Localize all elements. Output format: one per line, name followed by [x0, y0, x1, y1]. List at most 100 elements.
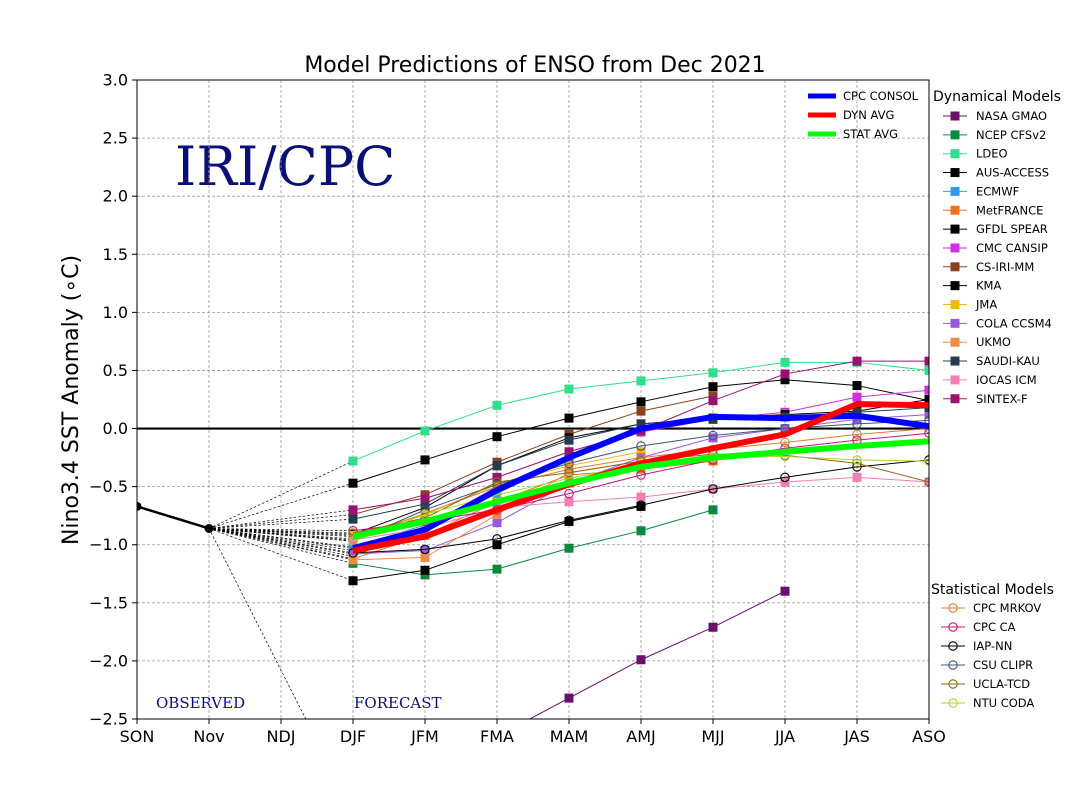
legend-marker — [948, 679, 958, 689]
legend-marker — [948, 603, 958, 613]
series-stat-avg — [352, 438, 929, 540]
data-point — [420, 553, 430, 563]
data-point — [708, 430, 718, 441]
legend-label: IAP-NN — [973, 639, 1012, 653]
x-tick-label: Nov — [193, 727, 224, 746]
legend-marker — [948, 698, 958, 708]
legend-marker — [950, 337, 960, 347]
data-point — [852, 429, 862, 440]
x-tick-label: SON — [120, 727, 155, 746]
y-axis-label: Nino3.4 SST Anomaly (∘C) — [59, 255, 84, 545]
data-point — [492, 461, 502, 471]
data-point — [492, 534, 502, 544]
data-point — [852, 462, 862, 472]
data-point — [564, 413, 574, 423]
data-point — [420, 499, 430, 509]
data-point — [780, 369, 790, 379]
legend-marker — [948, 641, 958, 651]
series-line-dyn-avg — [352, 401, 929, 554]
legend-label: STAT AVG — [843, 127, 898, 141]
legend-label: KMA — [976, 279, 1001, 293]
y-tick-label: −1.0 — [89, 535, 128, 554]
legend-marker — [948, 660, 958, 670]
legend-marker — [948, 622, 958, 632]
series-line-iap-nn — [352, 459, 929, 554]
data-point — [420, 546, 430, 556]
legend-marker — [950, 300, 960, 309]
legend-summary — [808, 93, 836, 137]
data-point — [708, 391, 718, 401]
data-point — [924, 356, 929, 366]
observed-line — [137, 505, 210, 530]
data-point — [420, 570, 430, 580]
data-point — [780, 472, 790, 483]
legend-label: LDEO — [976, 147, 1008, 161]
connector-ntu-coda — [208, 528, 354, 542]
x-tick-label: JAS — [843, 727, 870, 746]
data-point — [708, 433, 718, 443]
legend-marker — [950, 186, 960, 196]
data-point — [348, 505, 358, 515]
data-point — [492, 432, 502, 442]
data-point — [636, 655, 646, 665]
data-point — [924, 477, 929, 487]
series-line-cpc-mrkov — [352, 428, 929, 540]
data-point — [708, 484, 718, 494]
legend-label: GFDL SPEAR — [976, 222, 1048, 236]
series-dyn-avg — [352, 401, 929, 554]
data-point — [492, 564, 502, 574]
data-point — [348, 510, 358, 520]
connector-sintex-f — [208, 509, 354, 529]
data-point — [924, 395, 929, 404]
connector-nasa-gmao — [208, 528, 307, 719]
legend-marker — [950, 205, 960, 215]
legend-marker — [950, 168, 960, 178]
data-point — [492, 518, 502, 528]
legend-marker — [950, 224, 960, 234]
forecast-annotation: FORECAST — [354, 694, 442, 712]
data-point — [708, 456, 718, 466]
data-point — [852, 381, 862, 391]
data-point — [564, 461, 574, 471]
y-tick-label: 0.0 — [103, 419, 128, 438]
data-point — [708, 396, 718, 406]
legend-label: UKMO — [976, 335, 1011, 349]
data-point — [636, 376, 646, 386]
legend-marker — [950, 262, 960, 272]
legend-label: UCLA-TCD — [973, 677, 1030, 691]
y-tick-label: 2.0 — [103, 187, 128, 206]
legend-label: NCEP CFSv2 — [976, 128, 1046, 142]
data-point — [348, 478, 358, 488]
legend-label: CMC CANSIP — [976, 241, 1048, 255]
data-point — [492, 540, 502, 550]
x-tick-label: MJJ — [701, 727, 724, 746]
connector-saudi-kau — [208, 518, 354, 529]
series-line-cs-iri-mm — [352, 395, 714, 516]
legend-label: COLA CCSM4 — [976, 316, 1052, 330]
data-point — [564, 435, 574, 445]
series-iap-nn — [348, 455, 929, 558]
data-point — [492, 489, 502, 499]
x-tick-label: FMA — [480, 727, 514, 746]
data-point — [708, 505, 718, 515]
data-point — [780, 586, 790, 596]
data-point — [421, 773, 430, 782]
series-line-csu-clipr — [352, 419, 929, 542]
forecast-connectors — [208, 460, 354, 719]
x-tick-label: NDJ — [266, 727, 295, 746]
data-point — [924, 410, 929, 420]
connector-ucla-tcd — [208, 528, 354, 534]
x-tick-label: JFM — [410, 727, 439, 746]
data-point — [564, 497, 574, 507]
data-point — [636, 526, 646, 536]
legend-marker — [950, 281, 960, 291]
data-point — [780, 375, 790, 385]
data-point — [852, 472, 862, 482]
connector-cpc-ca — [208, 528, 354, 532]
chart-title: Model Predictions of ENSO from Dec 2021 — [304, 53, 765, 78]
data-point — [492, 477, 502, 487]
data-point — [564, 516, 574, 526]
legend-marker — [950, 111, 960, 121]
data-point — [852, 458, 862, 469]
legend-label: IOCAS ICM — [976, 373, 1037, 387]
